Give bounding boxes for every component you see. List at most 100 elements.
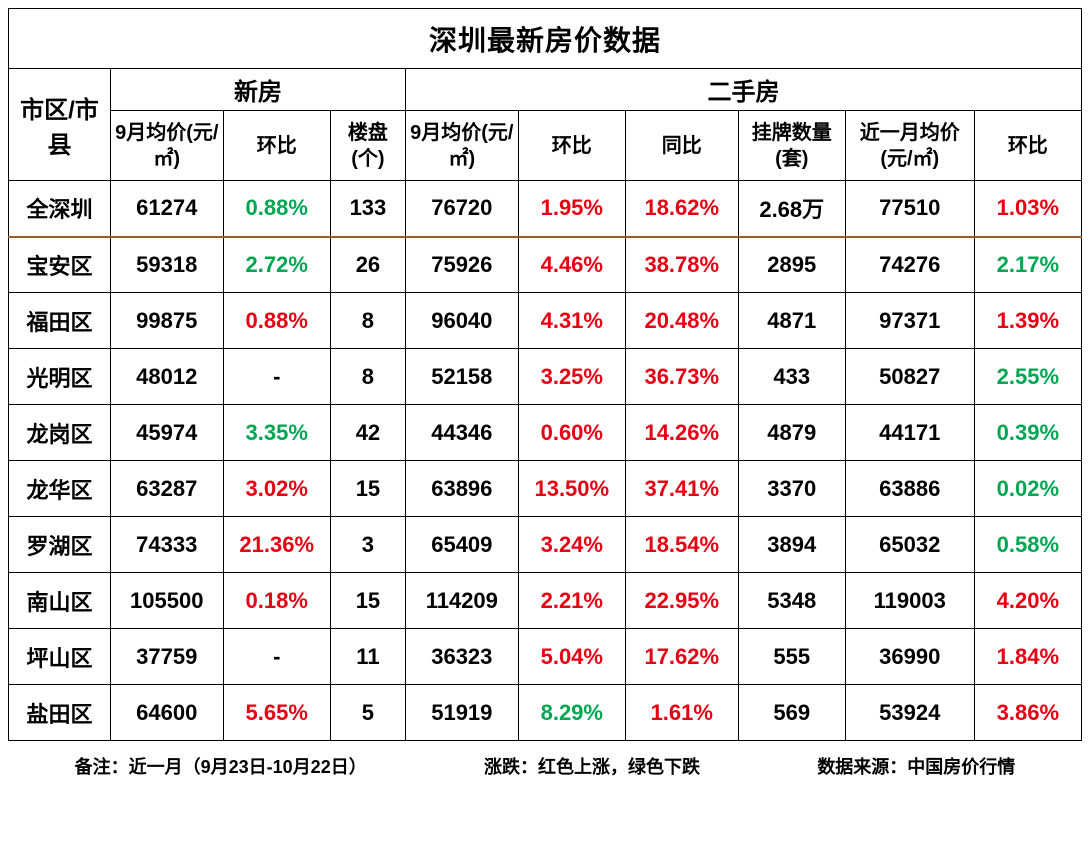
cell-used-price: 52158 bbox=[405, 349, 518, 405]
cell-used-recent: 50827 bbox=[845, 349, 974, 405]
cell-used-recent-mom: 0.39% bbox=[974, 405, 1081, 461]
table-row: 光明区48012-8521583.25%36.73%433508272.55% bbox=[9, 349, 1082, 405]
cell-used-price: 51919 bbox=[405, 685, 518, 741]
cell-used-mom: 4.46% bbox=[518, 237, 625, 293]
cell-new-mom: 2.72% bbox=[223, 237, 330, 293]
cell-district: 罗湖区 bbox=[9, 517, 111, 573]
cell-new-price: 63287 bbox=[110, 461, 223, 517]
cell-used-recent: 119003 bbox=[845, 573, 974, 629]
footer-legend: 涨跌：红色上涨，绿色下跌 bbox=[484, 753, 700, 779]
cell-new-price: 45974 bbox=[110, 405, 223, 461]
cell-used-mom: 3.24% bbox=[518, 517, 625, 573]
cell-used-mom: 5.04% bbox=[518, 629, 625, 685]
footer: 备注：近一月（9月23日-10月22日） 涨跌：红色上涨，绿色下跌 数据来源：中… bbox=[8, 741, 1082, 783]
table-head: 深圳最新房价数据 市区/市县 新房 二手房 9月均价(元/㎡) 环比 楼盘(个)… bbox=[9, 9, 1082, 181]
cell-used-price: 65409 bbox=[405, 517, 518, 573]
col-used-mom: 环比 bbox=[518, 111, 625, 181]
cell-used-recent-mom: 1.39% bbox=[974, 293, 1081, 349]
cell-used-recent: 53924 bbox=[845, 685, 974, 741]
table-row: 罗湖区7433321.36%3654093.24%18.54%389465032… bbox=[9, 517, 1082, 573]
cell-used-listings: 4879 bbox=[738, 405, 845, 461]
cell-new-count: 15 bbox=[330, 461, 405, 517]
col-new-mom: 环比 bbox=[223, 111, 330, 181]
cell-used-recent-mom: 2.55% bbox=[974, 349, 1081, 405]
cell-used-listings: 4871 bbox=[738, 293, 845, 349]
col-group-used: 二手房 bbox=[405, 69, 1081, 111]
cell-used-yoy: 36.73% bbox=[625, 349, 738, 405]
table-row: 全深圳612740.88%133767201.95%18.62%2.68万775… bbox=[9, 181, 1082, 237]
cell-new-count: 8 bbox=[330, 349, 405, 405]
cell-used-recent-mom: 3.86% bbox=[974, 685, 1081, 741]
cell-used-mom: 1.95% bbox=[518, 181, 625, 237]
cell-used-mom: 4.31% bbox=[518, 293, 625, 349]
cell-used-price: 96040 bbox=[405, 293, 518, 349]
cell-new-price: 74333 bbox=[110, 517, 223, 573]
cell-used-price: 44346 bbox=[405, 405, 518, 461]
cell-used-recent: 65032 bbox=[845, 517, 974, 573]
cell-district: 全深圳 bbox=[9, 181, 111, 237]
cell-new-mom: 21.36% bbox=[223, 517, 330, 573]
cell-used-mom: 0.60% bbox=[518, 405, 625, 461]
cell-new-mom: 3.35% bbox=[223, 405, 330, 461]
price-table: 深圳最新房价数据 市区/市县 新房 二手房 9月均价(元/㎡) 环比 楼盘(个)… bbox=[8, 8, 1082, 741]
cell-new-mom: 3.02% bbox=[223, 461, 330, 517]
cell-new-mom: - bbox=[223, 349, 330, 405]
cell-new-price: 64600 bbox=[110, 685, 223, 741]
cell-new-price: 99875 bbox=[110, 293, 223, 349]
table-row: 龙岗区459743.35%42443460.60%14.26%487944171… bbox=[9, 405, 1082, 461]
cell-used-yoy: 37.41% bbox=[625, 461, 738, 517]
cell-new-price: 59318 bbox=[110, 237, 223, 293]
cell-used-mom: 3.25% bbox=[518, 349, 625, 405]
cell-used-yoy: 22.95% bbox=[625, 573, 738, 629]
table-row: 宝安区593182.72%26759264.46%38.78%289574276… bbox=[9, 237, 1082, 293]
col-used-yoy: 同比 bbox=[625, 111, 738, 181]
col-district: 市区/市县 bbox=[9, 69, 111, 181]
footer-source: 数据来源：中国房价行情 bbox=[817, 753, 1015, 779]
cell-used-recent: 63886 bbox=[845, 461, 974, 517]
col-used-price: 9月均价(元/㎡) bbox=[405, 111, 518, 181]
cell-new-mom: 0.88% bbox=[223, 181, 330, 237]
cell-new-price: 105500 bbox=[110, 573, 223, 629]
cell-district: 龙华区 bbox=[9, 461, 111, 517]
cell-used-yoy: 14.26% bbox=[625, 405, 738, 461]
cell-new-count: 26 bbox=[330, 237, 405, 293]
cell-district: 福田区 bbox=[9, 293, 111, 349]
table-body: 全深圳612740.88%133767201.95%18.62%2.68万775… bbox=[9, 181, 1082, 741]
table-row: 坪山区37759-11363235.04%17.62%555369901.84% bbox=[9, 629, 1082, 685]
cell-new-count: 42 bbox=[330, 405, 405, 461]
cell-used-listings: 2895 bbox=[738, 237, 845, 293]
cell-used-listings: 569 bbox=[738, 685, 845, 741]
table-row: 盐田区646005.65%5519198.29%1.61%569539243.8… bbox=[9, 685, 1082, 741]
col-new-price: 9月均价(元/㎡) bbox=[110, 111, 223, 181]
cell-new-count: 8 bbox=[330, 293, 405, 349]
cell-new-count: 11 bbox=[330, 629, 405, 685]
table-title: 深圳最新房价数据 bbox=[9, 9, 1082, 69]
col-used-recent-mom: 环比 bbox=[974, 111, 1081, 181]
cell-used-recent: 36990 bbox=[845, 629, 974, 685]
cell-used-listings: 433 bbox=[738, 349, 845, 405]
col-group-new: 新房 bbox=[110, 69, 405, 111]
cell-used-listings: 2.68万 bbox=[738, 181, 845, 237]
cell-new-count: 3 bbox=[330, 517, 405, 573]
cell-used-price: 76720 bbox=[405, 181, 518, 237]
cell-used-price: 114209 bbox=[405, 573, 518, 629]
table-row: 南山区1055000.18%151142092.21%22.95%5348119… bbox=[9, 573, 1082, 629]
cell-used-price: 75926 bbox=[405, 237, 518, 293]
cell-used-recent-mom: 0.58% bbox=[974, 517, 1081, 573]
cell-used-recent-mom: 2.17% bbox=[974, 237, 1081, 293]
cell-new-count: 133 bbox=[330, 181, 405, 237]
cell-new-mom: 0.18% bbox=[223, 573, 330, 629]
cell-used-price: 63896 bbox=[405, 461, 518, 517]
cell-used-listings: 5348 bbox=[738, 573, 845, 629]
footer-note: 备注：近一月（9月23日-10月22日） bbox=[75, 753, 367, 779]
table-row: 龙华区632873.02%156389613.50%37.41%33706388… bbox=[9, 461, 1082, 517]
cell-used-recent: 74276 bbox=[845, 237, 974, 293]
cell-used-yoy: 17.62% bbox=[625, 629, 738, 685]
col-used-listings: 挂牌数量(套) bbox=[738, 111, 845, 181]
cell-new-price: 48012 bbox=[110, 349, 223, 405]
table-wrap: 深圳最新房价数据 市区/市县 新房 二手房 9月均价(元/㎡) 环比 楼盘(个)… bbox=[8, 8, 1082, 783]
cell-used-mom: 13.50% bbox=[518, 461, 625, 517]
cell-district: 光明区 bbox=[9, 349, 111, 405]
cell-district: 南山区 bbox=[9, 573, 111, 629]
cell-used-recent-mom: 4.20% bbox=[974, 573, 1081, 629]
